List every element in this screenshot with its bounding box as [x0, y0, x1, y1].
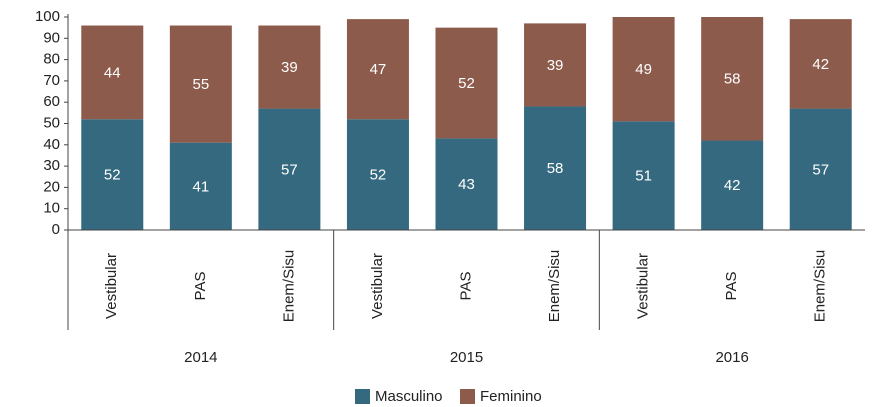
- x-tick-label: PAS: [192, 272, 209, 301]
- bar-segment: [612, 17, 675, 122]
- y-tick-label: 50: [43, 114, 60, 131]
- bar-segment: [81, 119, 144, 230]
- y-tick-label: 30: [43, 157, 60, 174]
- bar-segment: [346, 119, 409, 230]
- data-label: 44: [104, 64, 121, 81]
- x-tick-label: Enem/Sisu: [812, 250, 829, 323]
- x-tick-label: PAS: [723, 272, 740, 301]
- bar-segment: [435, 27, 498, 139]
- bar-segment: [612, 121, 675, 230]
- group-label: 2016: [715, 349, 748, 366]
- data-label: 39: [547, 57, 564, 74]
- data-label: 58: [724, 71, 741, 88]
- y-tick-label: 40: [43, 136, 60, 153]
- data-label: 49: [635, 61, 652, 78]
- y-tick-label: 20: [43, 178, 60, 195]
- data-label: 52: [370, 167, 387, 184]
- bar-segment: [524, 106, 587, 230]
- x-tick-label: PAS: [457, 272, 474, 301]
- y-tick-label: 0: [52, 221, 60, 238]
- legend-swatch: [460, 389, 475, 404]
- data-label: 57: [281, 161, 298, 178]
- bar-segment: [701, 17, 764, 141]
- bar-segment: [81, 25, 144, 120]
- bar-segment: [789, 108, 852, 230]
- data-label: 47: [370, 61, 387, 78]
- legend-label: Feminino: [480, 388, 542, 405]
- legend-swatch: [355, 389, 370, 404]
- y-tick-label: 100: [35, 8, 60, 25]
- x-tick-label: Enem/Sisu: [546, 250, 563, 323]
- y-tick-label: 90: [43, 29, 60, 46]
- data-label: 55: [192, 76, 209, 93]
- data-label: 41: [192, 178, 209, 195]
- data-label: 52: [458, 75, 475, 92]
- y-tick-label: 10: [43, 200, 60, 217]
- bar-segment: [258, 25, 321, 109]
- bar-segment: [346, 19, 409, 120]
- x-tick-label: Vestibular: [635, 253, 652, 319]
- bar-segment: [169, 142, 232, 230]
- y-tick-label: 70: [43, 72, 60, 89]
- bar-segment: [435, 138, 498, 230]
- data-label: 58: [547, 160, 564, 177]
- data-label: 52: [104, 167, 121, 184]
- y-tick-label: 80: [43, 51, 60, 68]
- data-label: 42: [812, 56, 829, 73]
- data-label: 42: [724, 177, 741, 194]
- legend-label: Masculino: [375, 388, 443, 405]
- bar-segment: [258, 108, 321, 230]
- data-label: 43: [458, 176, 475, 193]
- bar-segment: [789, 19, 852, 109]
- bar-segment: [524, 23, 587, 107]
- y-tick-label: 60: [43, 93, 60, 110]
- bar-segment: [169, 25, 232, 143]
- group-label: 2014: [184, 349, 217, 366]
- data-label: 51: [635, 168, 652, 185]
- data-label: 39: [281, 59, 298, 76]
- x-tick-label: Enem/Sisu: [280, 250, 297, 323]
- x-tick-label: Vestibular: [369, 253, 386, 319]
- data-label: 57: [812, 161, 829, 178]
- group-label: 2015: [450, 349, 483, 366]
- bar-segment: [701, 140, 764, 230]
- x-tick-label: Vestibular: [103, 253, 120, 319]
